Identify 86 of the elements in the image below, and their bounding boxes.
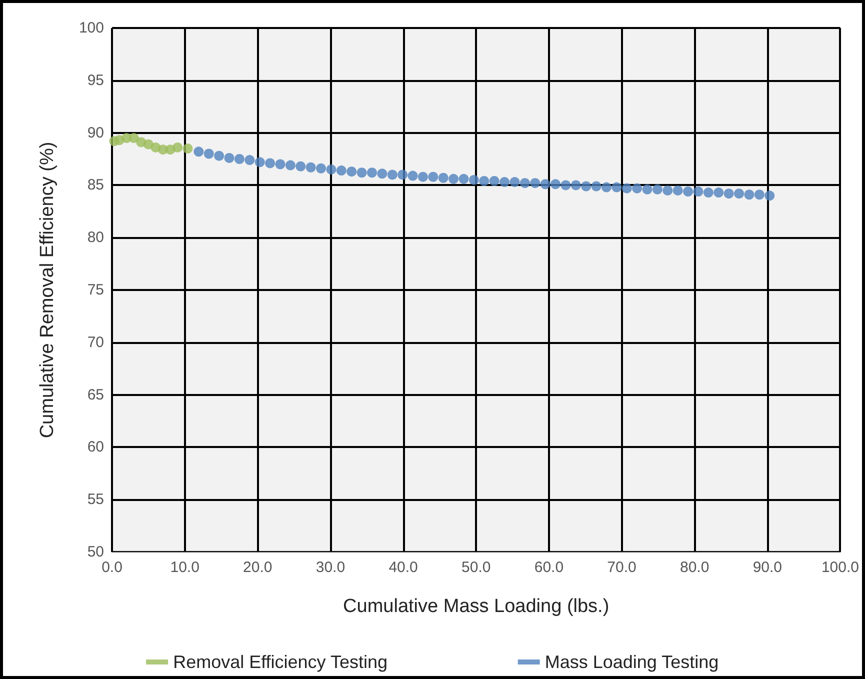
point xyxy=(500,177,510,188)
point xyxy=(306,162,316,172)
point xyxy=(296,161,306,172)
y-tick-label: 65 xyxy=(87,386,104,404)
point xyxy=(418,172,428,182)
point xyxy=(346,166,357,177)
point xyxy=(214,150,224,161)
point xyxy=(693,186,704,196)
point xyxy=(652,184,662,194)
point xyxy=(438,172,448,183)
point xyxy=(622,183,632,194)
y-tick-label: 75 xyxy=(87,282,104,298)
point xyxy=(591,181,602,192)
x-tick-label: 10.0 xyxy=(170,559,200,576)
point xyxy=(612,182,622,192)
point xyxy=(316,163,326,174)
point xyxy=(234,154,244,164)
x-tick-label: 20.0 xyxy=(243,559,272,576)
x-tick-label: 0.0 xyxy=(102,559,122,576)
point xyxy=(204,148,214,159)
point xyxy=(479,176,490,186)
point xyxy=(672,185,683,196)
point xyxy=(224,152,234,163)
point xyxy=(601,182,612,192)
x-tick-label: 50.0 xyxy=(462,559,491,576)
y-tick-label: 80 xyxy=(87,229,104,246)
point xyxy=(744,190,754,200)
point xyxy=(408,170,418,181)
point xyxy=(764,190,775,201)
point xyxy=(734,188,744,199)
x-tick-label: 80.0 xyxy=(680,559,710,576)
point xyxy=(560,180,571,190)
point xyxy=(458,174,469,184)
y-axis-title: Cumulative Removal Efficiency (%) xyxy=(37,142,58,438)
legend-label: Mass Loading Testing xyxy=(544,652,719,672)
point xyxy=(182,144,193,154)
x-tick-label: 100.0 xyxy=(821,559,860,576)
point xyxy=(377,168,388,179)
point xyxy=(326,164,336,174)
point xyxy=(194,146,204,157)
x-tick-label: 40.0 xyxy=(388,559,418,576)
point xyxy=(520,178,530,188)
point xyxy=(448,174,459,184)
point xyxy=(632,183,642,194)
y-tick-label: 50 xyxy=(87,544,104,560)
x-axis-title: Cumulative Mass Loading (lbs.) xyxy=(343,596,610,617)
y-tick-label: 100 xyxy=(78,20,104,36)
point xyxy=(336,166,346,176)
point xyxy=(683,186,694,196)
point xyxy=(244,155,255,166)
point xyxy=(398,170,408,180)
point xyxy=(581,181,592,192)
x-tick-label: 60.0 xyxy=(534,559,564,576)
point xyxy=(510,177,520,188)
point xyxy=(642,184,652,194)
point xyxy=(265,158,276,168)
point xyxy=(128,133,139,144)
y-tick-label: 55 xyxy=(87,491,104,508)
x-tick-label: 30.0 xyxy=(316,559,346,576)
point xyxy=(714,188,724,198)
point xyxy=(540,179,550,190)
point xyxy=(275,159,286,170)
y-tick-label: 60 xyxy=(87,438,104,456)
point xyxy=(356,168,367,178)
y-tick-label: 85 xyxy=(87,176,104,194)
point xyxy=(724,188,734,199)
point xyxy=(468,174,479,185)
point xyxy=(387,170,398,180)
point xyxy=(662,185,673,196)
y-tick-label: 90 xyxy=(87,124,104,142)
point xyxy=(366,168,377,178)
point xyxy=(570,180,581,190)
point xyxy=(550,179,560,190)
y-tick-label: 95 xyxy=(87,72,104,89)
x-tick-label: 90.0 xyxy=(752,559,782,576)
point xyxy=(285,160,296,170)
point xyxy=(254,157,265,168)
point xyxy=(703,188,714,198)
y-tick-label: 70 xyxy=(87,334,104,351)
x-tick-label: 70.0 xyxy=(607,559,636,576)
point xyxy=(428,172,438,182)
point xyxy=(172,142,183,152)
legend-label: Removal Efficiency Testing xyxy=(173,652,388,672)
point xyxy=(489,176,500,186)
point xyxy=(530,178,540,188)
point xyxy=(754,190,764,200)
